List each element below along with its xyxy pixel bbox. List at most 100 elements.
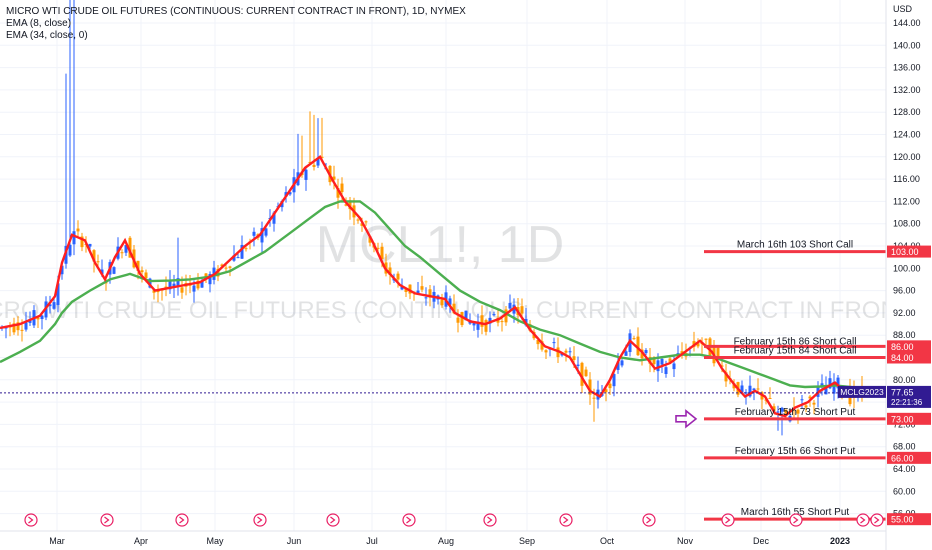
price-tick-label: 120.00 bbox=[893, 152, 921, 162]
candle-body bbox=[540, 341, 544, 350]
candle-body bbox=[564, 350, 568, 353]
price-tick-label: 136.00 bbox=[893, 63, 921, 73]
event-marker-glyph bbox=[487, 516, 493, 524]
candle-body bbox=[464, 310, 468, 321]
candle-body bbox=[48, 304, 52, 307]
watermark-symbol: MCL1!, 1D bbox=[316, 216, 565, 274]
candle-body bbox=[528, 324, 532, 331]
candle-body bbox=[424, 297, 428, 299]
candle-body bbox=[176, 278, 180, 287]
candle-body bbox=[144, 272, 148, 279]
candle-body bbox=[136, 260, 140, 271]
level-price-badge bbox=[887, 513, 931, 526]
price-tick-label: 128.00 bbox=[893, 107, 921, 117]
time-tick-label: Jun bbox=[287, 536, 302, 546]
price-tick-label: 88.00 bbox=[893, 330, 916, 340]
price-axis[interactable]: USD 56.0060.0064.0068.0072.0076.0080.008… bbox=[885, 0, 932, 550]
candle-body bbox=[408, 284, 412, 294]
candle-body bbox=[804, 405, 808, 408]
level-price-text: 86.00 bbox=[891, 342, 914, 352]
candle-body bbox=[312, 164, 316, 168]
time-tick-label: Apr bbox=[134, 536, 148, 546]
candle-body bbox=[836, 377, 840, 389]
price-tick-label: 64.00 bbox=[893, 464, 916, 474]
candle-body bbox=[428, 289, 432, 298]
candle-body bbox=[460, 311, 464, 326]
candle-body bbox=[636, 336, 640, 356]
event-marker-glyph bbox=[406, 516, 412, 524]
ema-8-legend: EMA (8, close) bbox=[6, 18, 72, 29]
event-marker-icon bbox=[721, 513, 735, 527]
candle-body bbox=[420, 286, 424, 290]
level-label: February 15th 73 Short Put bbox=[735, 407, 856, 418]
candle-body bbox=[376, 247, 380, 249]
candle-body bbox=[544, 350, 548, 353]
candle-body bbox=[752, 388, 756, 391]
watermark: MCL1!, 1D MICRO WTI CRUDE OIL FUTURES (C… bbox=[0, 216, 920, 324]
candle-body bbox=[716, 347, 720, 358]
candle-body bbox=[696, 343, 700, 347]
price-tick-label: 108.00 bbox=[893, 219, 921, 229]
candle-body bbox=[652, 357, 656, 365]
candle-body bbox=[196, 280, 200, 289]
event-marker-icon bbox=[559, 513, 573, 527]
time-axis[interactable]: Mar Apr May Jun Jul Aug Sep Oct Nov Dec 2023 bbox=[0, 530, 886, 546]
time-tick-label: Dec bbox=[753, 536, 770, 546]
candle-body bbox=[808, 396, 812, 399]
candle-body bbox=[208, 274, 212, 285]
candle-body bbox=[388, 267, 392, 276]
candle-body bbox=[336, 188, 340, 198]
level-label: February 15th 84 Short Call bbox=[734, 346, 857, 357]
candle-body bbox=[640, 349, 644, 359]
candle-body bbox=[36, 317, 40, 320]
time-tick-label: Mar bbox=[49, 536, 65, 546]
time-tick-label: Oct bbox=[600, 536, 615, 546]
candle-body bbox=[272, 212, 276, 224]
candle-body bbox=[120, 252, 124, 254]
ema-34-legend: EMA (34, close, 0) bbox=[6, 30, 88, 41]
candle-body bbox=[180, 287, 184, 293]
candle-body bbox=[232, 255, 236, 261]
candle-body bbox=[260, 228, 264, 243]
candle-body bbox=[568, 351, 572, 353]
candle-body bbox=[832, 381, 836, 394]
price-tick-label: 96.00 bbox=[893, 286, 916, 296]
candle-body bbox=[76, 228, 80, 232]
candle-body bbox=[188, 284, 192, 286]
candle-body bbox=[604, 389, 608, 393]
symbol-badge-text: MCLG2023 bbox=[840, 387, 884, 397]
candle-body bbox=[476, 321, 480, 330]
candle-body bbox=[396, 273, 400, 280]
event-marker-icon bbox=[402, 513, 416, 527]
candle-body bbox=[92, 250, 96, 262]
time-tick-label: 2023 bbox=[830, 536, 850, 546]
candle-body bbox=[580, 362, 584, 386]
candle-body bbox=[244, 248, 248, 250]
level-price-badge bbox=[887, 451, 931, 464]
candle-body bbox=[660, 358, 664, 365]
candle-body bbox=[192, 285, 196, 292]
candle-body bbox=[552, 342, 556, 344]
candle-body bbox=[40, 315, 44, 320]
candle-body bbox=[172, 283, 176, 288]
candle-body bbox=[484, 320, 488, 332]
candle-body bbox=[704, 338, 708, 340]
event-marker-icon bbox=[24, 513, 38, 527]
price-tick-label: 144.00 bbox=[893, 18, 921, 28]
candle-body bbox=[304, 169, 308, 180]
event-marker-icon bbox=[642, 513, 656, 527]
price-tick-label: 80.00 bbox=[893, 375, 916, 385]
candle-body bbox=[220, 264, 224, 267]
candle-body bbox=[24, 322, 28, 330]
candle-body bbox=[632, 338, 636, 340]
candle-body bbox=[140, 270, 144, 273]
candle-body bbox=[124, 245, 128, 253]
candle-body bbox=[400, 286, 404, 290]
level-label: February 15th 66 Short Put bbox=[735, 446, 856, 457]
price-tick-label: 112.00 bbox=[893, 196, 920, 206]
candle-body bbox=[780, 407, 784, 412]
event-marker-glyph bbox=[646, 516, 652, 524]
candle-body bbox=[504, 309, 508, 323]
